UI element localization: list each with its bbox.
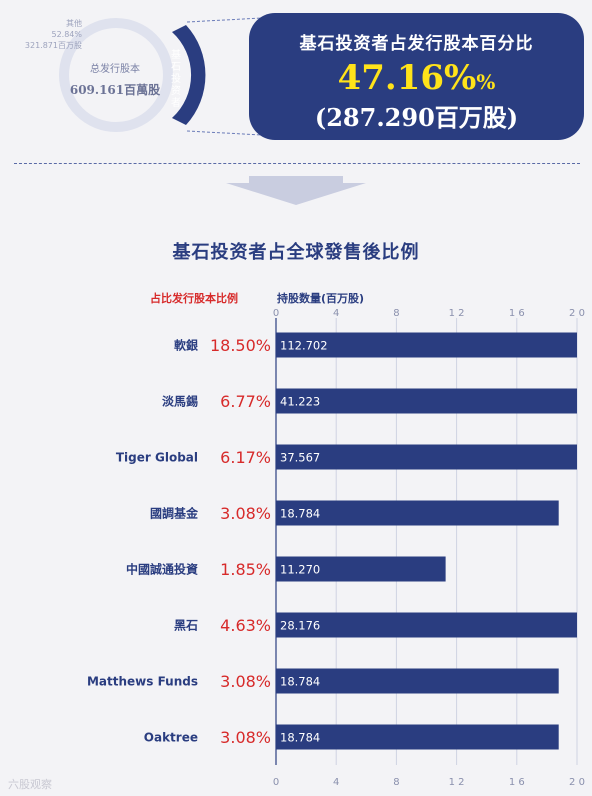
- bar-value-label: 11.270: [280, 563, 320, 577]
- chart-title: 基石投资者占全球發售後比例: [172, 242, 420, 263]
- donut-center: 总发行股本 609.161百萬股: [60, 60, 170, 98]
- bar: [276, 612, 577, 638]
- headline-percentage: 47.16%%: [249, 58, 584, 98]
- pct-label: 3.08%: [220, 728, 271, 747]
- callout-line-top: [186, 17, 263, 23]
- bar: [276, 500, 559, 526]
- shares-column-header: 持股数量(百万股): [277, 292, 365, 305]
- bar: [276, 668, 559, 694]
- headline-box: 基石投资者占发行股本百分比 47.16%% (287.290百万股): [249, 13, 584, 140]
- x-tick-label-bottom: 4: [333, 777, 339, 788]
- share-donut: [59, 17, 263, 136]
- x-tick-label-top: 1 6: [509, 308, 525, 319]
- pct-label: 3.08%: [220, 672, 271, 691]
- total-shares-label: 总发行股本: [90, 64, 140, 75]
- bar-value-label: 112.702: [280, 339, 328, 353]
- x-tick-label-top: 1 2: [449, 308, 465, 319]
- category-label: 淡馬錫: [162, 394, 198, 409]
- x-tick-label-top: 2 0: [569, 308, 585, 319]
- pct-label: 6.77%: [220, 392, 271, 411]
- total-shares-value: 609.161百萬股: [69, 83, 161, 97]
- bar-value-label: 18.784: [280, 507, 320, 521]
- x-tick-label-bottom: 2 0: [569, 777, 585, 788]
- category-label: 國調基金: [150, 506, 199, 521]
- pct-column-header: 占比发行股本比例: [150, 292, 238, 305]
- down-arrow-icon: [226, 183, 366, 205]
- bar: [276, 332, 577, 358]
- pct-label: 18.50%: [210, 336, 271, 355]
- section-divider: [14, 163, 580, 164]
- bar: [276, 444, 577, 470]
- category-label: 黑石: [174, 619, 198, 633]
- bar: [276, 556, 446, 582]
- category-label: 中國誠通投資: [126, 562, 198, 577]
- pct-label: 3.08%: [220, 504, 271, 523]
- down-arrow-stem: [249, 176, 343, 185]
- bar: [276, 724, 559, 750]
- x-tick-label-top: 4: [333, 308, 339, 319]
- headline-percentage-suffix: %: [476, 70, 496, 94]
- donut-other-ring: [59, 18, 173, 132]
- x-tick-label-top: 0: [273, 308, 279, 319]
- x-tick-label-bottom: 1 2: [449, 777, 465, 788]
- other-pct: 52.84%: [51, 30, 82, 39]
- headline-title: 基石投资者占发行股本百分比: [299, 34, 534, 54]
- category-label: Matthews Funds: [87, 675, 198, 689]
- bar-value-label: 41.223: [280, 395, 320, 409]
- headline-shares: (287.290百万股): [314, 103, 519, 132]
- pct-label: 6.17%: [220, 448, 271, 467]
- cornerstone-segment-label: 基石投资者: [171, 50, 181, 109]
- x-tick-label-bottom: 8: [393, 777, 399, 788]
- headline-percentage-value: 47.16%: [337, 58, 477, 98]
- pct-label: 1.85%: [220, 560, 271, 579]
- other-shares-block: 其他 52.84% 321.871百万股: [2, 18, 82, 51]
- pct-label: 4.63%: [220, 616, 271, 635]
- bar-value-label: 28.176: [280, 619, 320, 633]
- x-tick-label-bottom: 1 6: [509, 777, 525, 788]
- donut-cornerstone-segment: [172, 25, 206, 125]
- other-shares: 321.871百万股: [24, 41, 82, 50]
- other-label: 其他: [66, 19, 82, 28]
- bar-value-label: 37.567: [280, 451, 320, 465]
- bar-value-label: 18.784: [280, 675, 320, 689]
- category-label: Tiger Global: [116, 451, 198, 465]
- callout-line-bottom: [186, 130, 263, 136]
- watermark: 六股观察: [8, 778, 52, 791]
- category-label: 軟銀: [174, 338, 198, 353]
- bar: [276, 388, 577, 414]
- x-tick-label-top: 8: [393, 308, 399, 319]
- bar-value-label: 18.784: [280, 731, 320, 745]
- x-tick-label-bottom: 0: [273, 777, 279, 788]
- category-label: Oaktree: [144, 731, 198, 745]
